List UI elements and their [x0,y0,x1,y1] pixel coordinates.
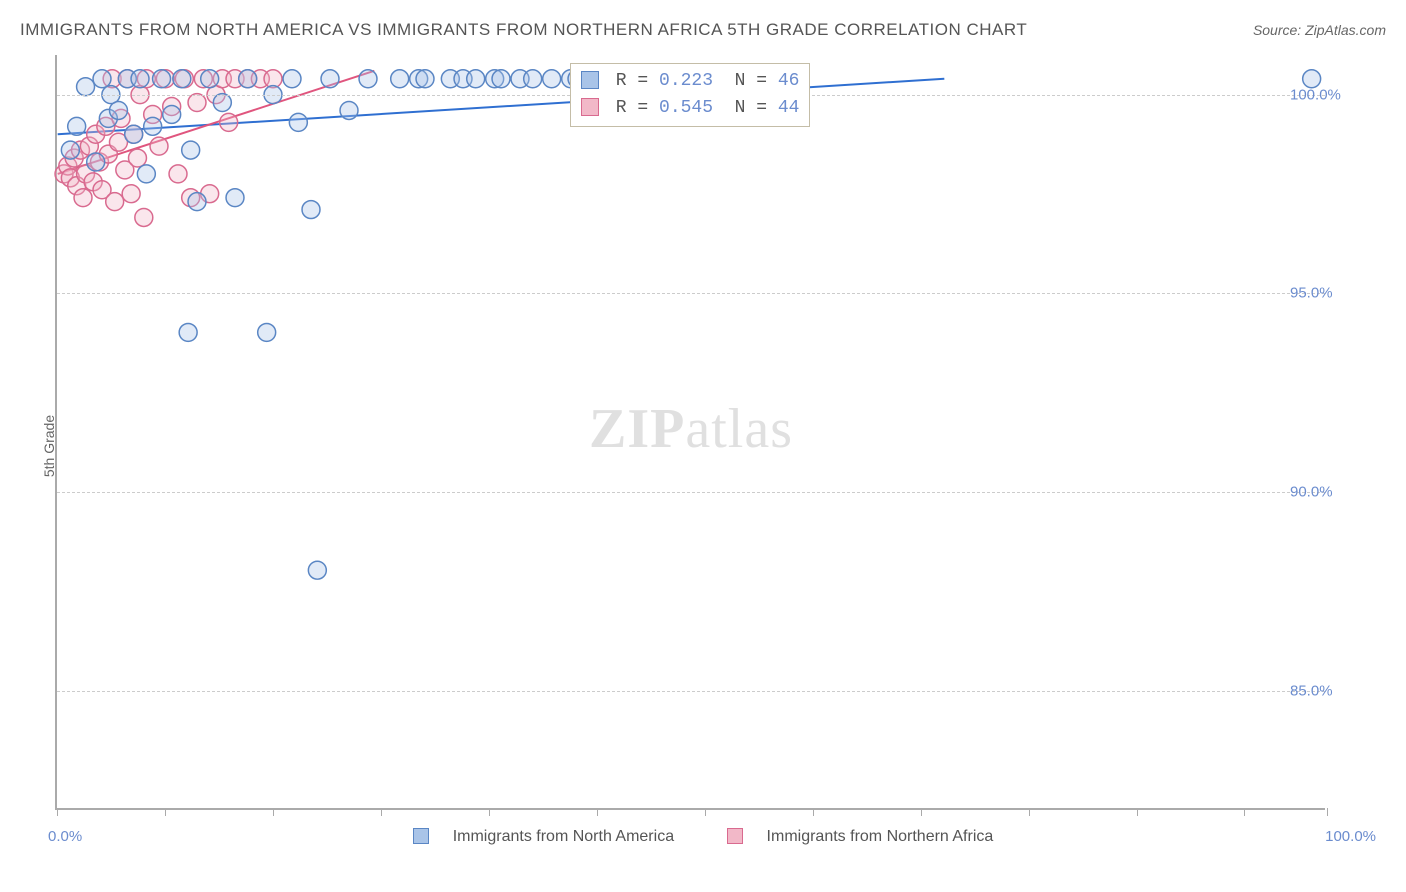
n-value: 46 [778,71,800,91]
data-point [110,102,128,120]
data-point [163,105,181,123]
correlation-stats-box: R = 0.223 N = 46 R = 0.545 N = 44 [570,63,810,127]
data-point [125,125,143,143]
y-tick-label: 100.0% [1290,86,1341,103]
data-point [492,70,510,88]
stats-row: R = 0.545 N = 44 [581,95,799,122]
data-point [340,102,358,120]
x-tick [1029,808,1030,816]
data-point [173,70,191,88]
data-point [61,141,79,159]
x-tick [921,808,922,816]
x-tick [705,808,706,816]
x-tick [1137,808,1138,816]
data-point [74,189,92,207]
data-point [87,153,105,171]
data-point [201,70,219,88]
legend-item-2: Immigrants from Northern Africa [715,828,1006,845]
data-point [150,137,168,155]
data-point [359,70,377,88]
data-point [239,70,257,88]
data-point [302,201,320,219]
data-point [122,185,140,203]
data-point [131,70,149,88]
x-tick [273,808,274,816]
legend-item-1: Immigrants from North America [401,828,691,845]
data-point [391,70,409,88]
plot-area: ZIPatlas [55,55,1325,810]
x-tick [489,808,490,816]
data-point [258,323,276,341]
data-point [144,117,162,135]
data-point [524,70,542,88]
x-tick [165,808,166,816]
data-point [135,209,153,227]
y-tick-label: 85.0% [1290,682,1333,699]
data-point [213,94,231,112]
data-point [106,193,124,211]
data-point [289,113,307,131]
x-tick [1244,808,1245,816]
data-point [93,70,111,88]
legend-label-1: Immigrants from North America [453,828,674,845]
x-tick [57,808,58,816]
data-point [1303,70,1321,88]
y-tick-label: 90.0% [1290,484,1333,501]
stats-swatch [581,71,599,89]
data-point [68,117,86,135]
legend-swatch-1 [413,828,429,844]
data-point [416,70,434,88]
data-point [169,165,187,183]
data-point [77,78,95,96]
n-value: 44 [778,98,800,118]
data-point [182,141,200,159]
data-point [137,165,155,183]
data-point [220,113,238,131]
legend-label-2: Immigrants from Northern Africa [767,828,994,845]
gridline [57,492,1325,493]
data-point [188,193,206,211]
chart-title: IMMIGRANTS FROM NORTH AMERICA VS IMMIGRA… [20,20,1027,40]
y-tick-label: 95.0% [1290,285,1333,302]
data-point [153,70,171,88]
data-point [283,70,301,88]
legend-swatch-2 [727,828,743,844]
data-point [543,70,561,88]
x-tick [1327,808,1328,816]
stats-swatch [581,98,599,116]
data-point [226,189,244,207]
data-point [321,70,339,88]
x-tick [597,808,598,816]
chart-svg [57,55,1325,808]
r-value: 0.223 [659,71,713,91]
data-point [467,70,485,88]
x-tick [813,808,814,816]
chart-container: IMMIGRANTS FROM NORTH AMERICA VS IMMIGRA… [0,0,1406,892]
stats-row: R = 0.223 N = 46 [581,68,799,95]
data-point [179,323,197,341]
data-point [188,94,206,112]
data-point [308,561,326,579]
gridline [57,293,1325,294]
data-point [129,149,147,167]
source-attribution: Source: ZipAtlas.com [1253,22,1386,38]
r-value: 0.545 [659,98,713,118]
gridline [57,691,1325,692]
x-tick [381,808,382,816]
legend-bottom: Immigrants from North America Immigrants… [0,828,1406,846]
